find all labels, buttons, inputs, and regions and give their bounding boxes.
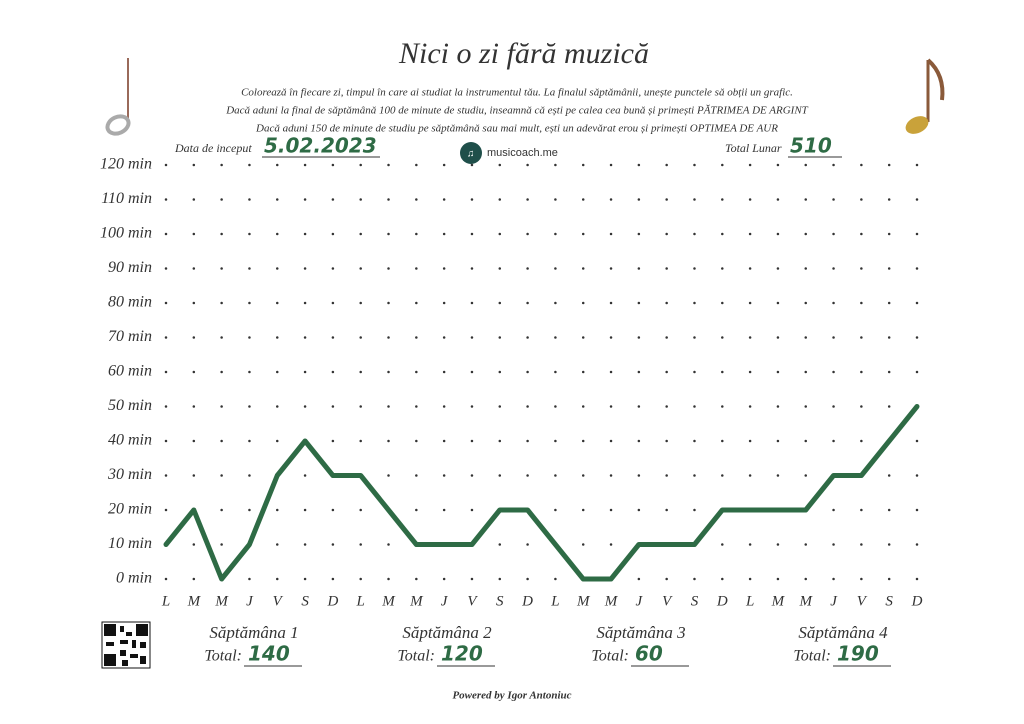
x-tick-label: D bbox=[911, 593, 923, 609]
y-tick-label: 30 min bbox=[107, 466, 152, 483]
week-total-label: Total: bbox=[397, 648, 435, 665]
y-tick-label: 10 min bbox=[108, 535, 152, 552]
week-total: 60 bbox=[635, 642, 663, 666]
x-tick-label: M bbox=[604, 593, 619, 609]
x-tick-label: J bbox=[246, 593, 254, 609]
x-tick-label: M bbox=[576, 593, 591, 609]
x-tick-label: J bbox=[441, 593, 449, 609]
x-tick-label: S bbox=[301, 593, 309, 609]
half-note-icon bbox=[105, 58, 131, 136]
y-tick-label: 70 min bbox=[108, 328, 152, 345]
week-total-label: Total: bbox=[591, 648, 629, 665]
x-tick-label: V bbox=[662, 593, 673, 609]
x-tick-label: V bbox=[467, 593, 478, 609]
x-tick-label: S bbox=[691, 593, 699, 609]
instruction: Dacă aduni 150 de minute de studiu pe să… bbox=[255, 123, 778, 135]
y-tick-label: 20 min bbox=[108, 501, 152, 518]
month-total-label: Total Lunar bbox=[725, 141, 782, 155]
eighth-note-icon bbox=[905, 58, 945, 134]
footer: Powered by Igor Antoniuc bbox=[452, 690, 571, 702]
y-tick-label: 110 min bbox=[101, 190, 152, 207]
month-total: 510 bbox=[790, 134, 832, 158]
week-total: 140 bbox=[248, 642, 290, 666]
instruction: Colorează în fiecare zi, timpul în care … bbox=[241, 87, 793, 99]
x-tick-label: J bbox=[830, 593, 838, 609]
y-tick-label: 50 min bbox=[108, 397, 152, 414]
week-total-label: Total: bbox=[793, 648, 831, 665]
x-tick-label: D bbox=[521, 593, 533, 609]
week-label: Săptămâna 2 bbox=[402, 623, 492, 642]
brand-logo bbox=[460, 142, 482, 164]
x-tick-label: M bbox=[381, 593, 396, 609]
brand: musicoach.me bbox=[487, 147, 558, 159]
start-date: 5.02.2023 bbox=[264, 134, 377, 158]
week-label: Săptămâna 3 bbox=[596, 623, 685, 642]
y-tick-label: 40 min bbox=[108, 432, 152, 449]
week-label: Săptămâna 4 bbox=[798, 623, 888, 642]
x-tick-label: L bbox=[356, 593, 365, 609]
x-tick-label: S bbox=[885, 593, 893, 609]
y-tick-label: 120 min bbox=[100, 156, 152, 173]
chart-title: Nici o zi fără muzică bbox=[398, 37, 649, 70]
x-tick-label: D bbox=[326, 593, 338, 609]
x-tick-label: D bbox=[716, 593, 728, 609]
logo-note: ♫ bbox=[467, 149, 475, 160]
x-tick-label: V bbox=[273, 593, 284, 609]
y-tick-label: 80 min bbox=[108, 294, 152, 311]
y-tick-label: 0 min bbox=[116, 570, 152, 587]
x-tick-label: V bbox=[857, 593, 868, 609]
x-tick-label: M bbox=[798, 593, 813, 609]
x-tick-label: J bbox=[636, 593, 644, 609]
x-tick-label: S bbox=[496, 593, 504, 609]
x-tick-label: M bbox=[409, 593, 424, 609]
y-tick-label: 60 min bbox=[108, 363, 152, 380]
y-tick-label: 100 min bbox=[100, 225, 152, 242]
x-tick-label: M bbox=[187, 593, 202, 609]
x-tick-label: L bbox=[161, 593, 170, 609]
x-tick-label: L bbox=[550, 593, 559, 609]
week-total-label: Total: bbox=[204, 648, 242, 665]
week-label: Săptămâna 1 bbox=[209, 623, 298, 642]
x-tick-label: M bbox=[771, 593, 786, 609]
week-total: 190 bbox=[837, 642, 879, 666]
instruction: Dacă aduni la final de săptămână 100 de … bbox=[225, 105, 808, 117]
y-tick-label: 90 min bbox=[108, 259, 152, 276]
data-line bbox=[163, 404, 920, 582]
week-total: 120 bbox=[441, 642, 483, 666]
start-label: Data de inceput bbox=[174, 141, 252, 155]
x-tick-label: M bbox=[214, 593, 229, 609]
x-tick-label: L bbox=[745, 593, 754, 609]
qr-code bbox=[101, 621, 151, 669]
